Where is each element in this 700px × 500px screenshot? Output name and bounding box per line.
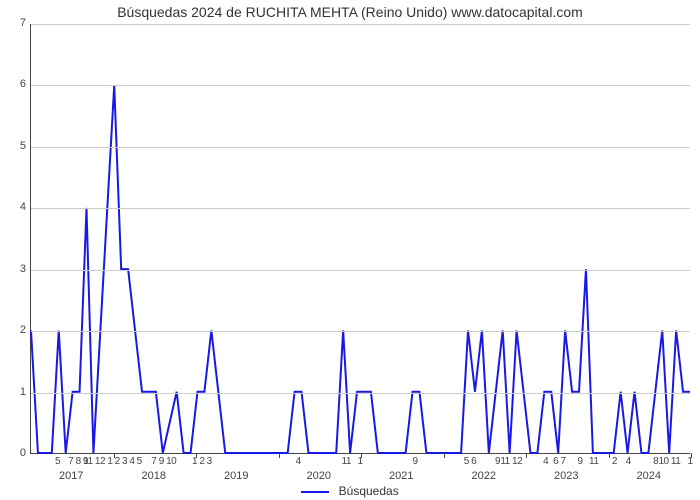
year-label: 2017 [59,470,83,482]
y-tick-label: 5 [12,140,26,152]
x-tick-label: 1 2 3 [192,456,212,467]
x-tick-label: 9 10 [159,456,176,467]
y-tick-label: 7 [12,17,26,29]
y-tick-label: 1 [12,386,26,398]
y-tick-label: 6 [12,78,26,90]
y-tick-label: 3 [12,263,26,275]
year-label: 2022 [472,470,496,482]
gridline [31,270,690,271]
x-tick-label: 11 12 1 2 3 4 5 [83,456,141,467]
x-tick-label: 7 [151,456,156,467]
y-tick-label: 4 [12,201,26,213]
x-tick-label: 1 [687,456,692,467]
gridline [31,147,690,148]
x-tick-label: 5 [55,456,60,467]
y-tick-label: 0 [12,447,26,459]
plot-area [30,24,690,454]
year-label: 2024 [637,470,661,482]
y-tick-label: 2 [12,324,26,336]
data-line [31,24,690,453]
x-tick-label: 10 11 [658,456,680,467]
gridline [31,393,690,394]
x-tick-label: 11 [589,456,598,467]
year-tick [279,453,280,458]
legend: Búsquedas [0,484,700,498]
x-tick-label: 1 [357,456,362,467]
x-tick-label: 8 [653,456,658,467]
x-tick-label: 9 [577,456,582,467]
gridline [31,331,690,332]
x-tick-label: 5 6 [464,456,476,467]
year-label: 2021 [389,470,413,482]
year-tick [526,453,527,458]
legend-swatch [301,491,329,493]
year-label: 2018 [142,470,166,482]
year-tick [609,453,610,458]
x-tick-label: 6 7 [553,456,565,467]
x-tick-label: 9 [412,456,417,467]
gridline [31,24,690,25]
gridline [31,85,690,86]
line-chart: Búsquedas 2024 de RUCHITA MEHTA (Reino U… [0,0,700,500]
year-label: 2020 [307,470,331,482]
year-tick [444,453,445,458]
x-tick-label: 11 [342,456,351,467]
year-label: 2019 [224,470,248,482]
x-tick-label: 11 12 [500,456,522,467]
year-label: 2023 [554,470,578,482]
x-tick-label: 4 [296,456,301,467]
chart-title: Búsquedas 2024 de RUCHITA MEHTA (Reino U… [0,4,700,20]
gridline [31,208,690,209]
x-tick-label: 4 [543,456,548,467]
x-tick-label: 9 [495,456,500,467]
legend-label: Búsquedas [339,484,399,498]
x-tick-label: 4 [626,456,631,467]
x-tick-label: 2 [612,456,617,467]
